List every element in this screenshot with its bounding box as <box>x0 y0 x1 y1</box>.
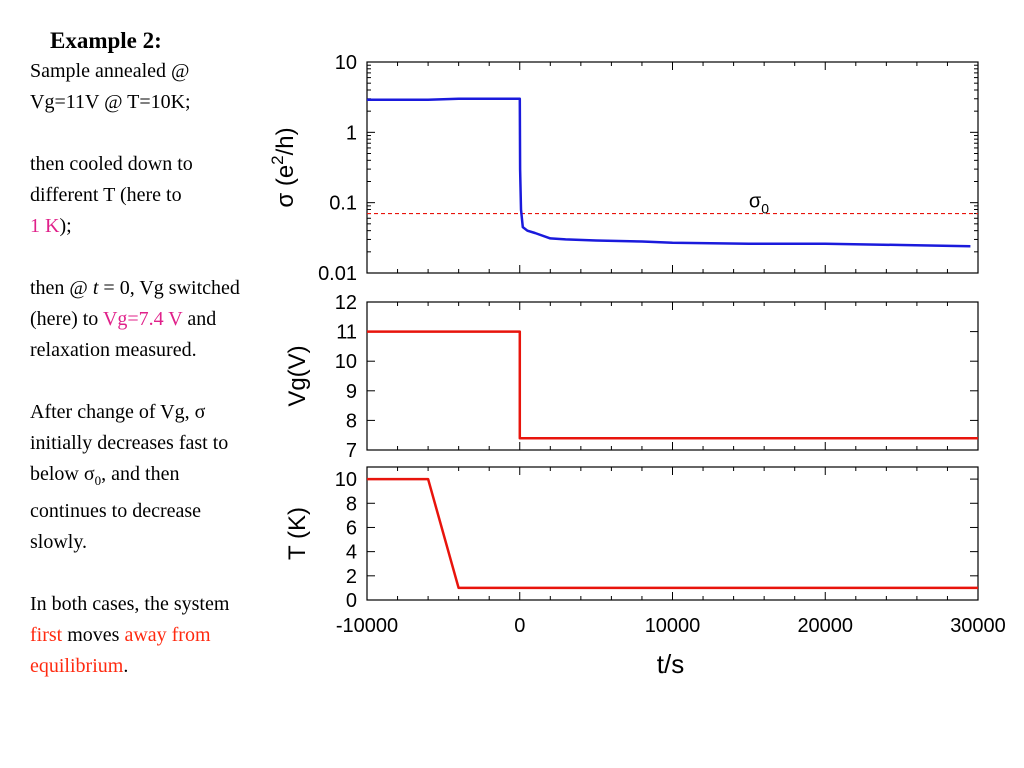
x-axis-label: t/s <box>657 649 684 679</box>
text-line: then cooled down to <box>30 153 193 175</box>
equilibrium-highlight: equilibrium <box>30 655 124 677</box>
y-tick-label: 10 <box>335 52 357 74</box>
y-tick-label: 8 <box>346 410 357 432</box>
y-tick-label: 12 <box>335 292 357 314</box>
slide-heading: Example 2: <box>50 28 162 53</box>
text-line: then @ t = 0, Vg switched <box>30 273 320 304</box>
paragraph-anneal: Sample annealed @ Vg=11V @ T=10K; <box>30 56 320 118</box>
y-tick-label: 0 <box>346 590 357 612</box>
y-tick-label: 8 <box>346 493 357 515</box>
vg-highlight: Vg=7.4 V <box>102 308 183 330</box>
text-line: first moves away from <box>30 620 320 651</box>
time-variable: t <box>92 277 99 299</box>
text-line: below σ0, and then <box>30 459 320 496</box>
text-line: relaxation measured. <box>30 339 197 361</box>
text-line: (here) to Vg=7.4 V and <box>30 304 320 335</box>
y-axis-label-part: σ (e <box>272 165 299 208</box>
plot-frame <box>366 301 979 451</box>
y-tick-label: 0.1 <box>329 193 357 215</box>
panel-sigma: 10 1 0.1 0.01 σ0 σ (e2/h) <box>268 52 979 285</box>
x-tick-label: 20000 <box>797 615 853 637</box>
text-line: equilibrium. <box>30 651 320 682</box>
panel-vg: 12 11 10 9 8 7 Vg(V) <box>284 292 979 462</box>
x-tick-label: 0 <box>514 615 525 637</box>
y-tick-label: 4 <box>346 542 357 564</box>
sigma-symbol: σ <box>194 401 206 423</box>
text-fragment: After change of Vg, <box>30 401 195 423</box>
temperature-highlight: 1 K <box>30 215 60 237</box>
paragraph-cool: then cooled down to different T (here to… <box>30 149 320 242</box>
text-fragment: . <box>123 655 129 677</box>
x-tick-label: -10000 <box>336 615 398 637</box>
away-highlight: away from <box>124 624 211 646</box>
paragraph-switch: then @ t = 0, Vg switched (here) to Vg=7… <box>30 273 320 366</box>
text-line: continues to decrease <box>30 500 202 522</box>
y-tick-label: 9 <box>346 381 357 403</box>
text-fragment: then @ <box>30 277 93 299</box>
y-tick-label: 0.01 <box>318 263 357 285</box>
y-tick-label: 1 <box>346 122 357 144</box>
text-fragment: below <box>30 463 84 485</box>
text-line: slowly. <box>30 531 88 553</box>
paragraph-decrease: After change of Vg, σ initially decrease… <box>30 397 320 558</box>
sigma0-annotation: σ0 <box>749 191 769 217</box>
y-axis-label: σ (e2/h) <box>268 127 299 207</box>
series-line-temperature <box>367 477 978 590</box>
text-fragment: , and then <box>101 463 180 485</box>
text-line: initially decreases fast to <box>30 432 229 454</box>
y-axis-label: Vg(V) <box>284 345 311 406</box>
text-fragment: moves <box>62 624 125 646</box>
text-fragment: (here) to <box>30 308 103 330</box>
explanation-text: Example 2: Sample annealed @ Vg=11V @ T=… <box>30 26 320 713</box>
sigma0-annotation-subscript: 0 <box>761 201 769 217</box>
sigma-subscript: 0 <box>94 473 102 488</box>
x-tick-label: 30000 <box>950 615 1006 637</box>
text-line: Vg=11V @ T=10K; <box>30 91 191 113</box>
y-tick-label: 6 <box>346 517 357 539</box>
paragraph-conclusion: In both cases, the system first moves aw… <box>30 589 320 682</box>
y-axis-label-part: /h) <box>272 127 299 155</box>
y-axis-label-superscript: 2 <box>268 155 287 164</box>
y-tick-label: 7 <box>346 440 357 462</box>
y-tick-label: 11 <box>336 322 357 344</box>
y-axis-label: T (K) <box>284 507 311 560</box>
text-fragment: and <box>182 308 217 330</box>
text-line: 1 K); <box>30 211 320 242</box>
plot-frame <box>366 466 979 601</box>
y-tick-label: 10 <box>335 469 357 491</box>
text-line: different T (here to <box>30 184 182 206</box>
text-line: After change of Vg, σ <box>30 397 320 428</box>
y-tick-label: 10 <box>335 351 357 373</box>
series-line-sigma <box>367 97 971 248</box>
sigma-symbol: σ <box>83 463 95 485</box>
first-highlight: first <box>30 624 63 646</box>
x-tick-label: 10000 <box>645 615 701 637</box>
text-line: In both cases, the system <box>30 593 230 615</box>
series-line-vg <box>367 330 978 440</box>
plot-frame <box>366 61 979 274</box>
text-line: Sample annealed @ <box>30 60 190 82</box>
y-tick-label: 2 <box>346 566 357 588</box>
text-fragment: ); <box>59 215 72 237</box>
text-fragment: = 0, Vg switched <box>98 277 240 299</box>
